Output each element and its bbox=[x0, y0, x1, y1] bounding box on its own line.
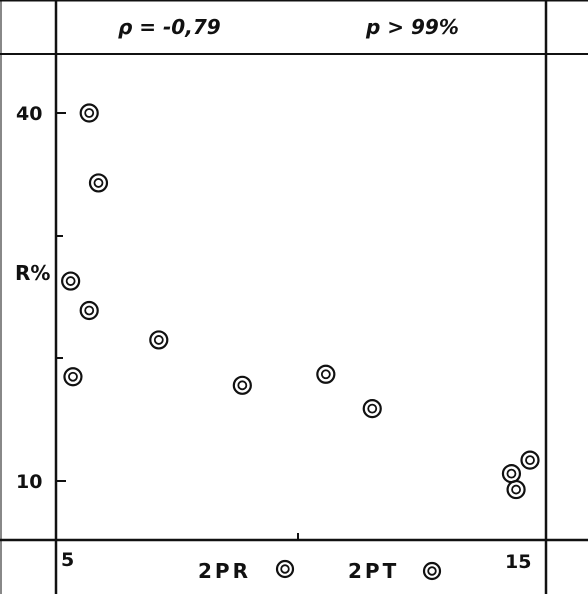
y-tick-label-10: 10 bbox=[16, 471, 42, 493]
data-point bbox=[501, 464, 522, 484]
data-point bbox=[79, 300, 99, 321]
x-axis: 5 15 bbox=[61, 533, 531, 573]
data-point bbox=[232, 375, 252, 395]
x-tick-label-15: 15 bbox=[505, 551, 531, 573]
legend-label-2pr: 2PR bbox=[198, 559, 251, 583]
x-tick-label-5: 5 bbox=[61, 549, 74, 571]
y-axis: 40 10 R% bbox=[15, 103, 66, 493]
p-annotation: p > 99% bbox=[365, 15, 459, 39]
data-point bbox=[88, 173, 109, 193]
data-point bbox=[149, 330, 169, 350]
rho-annotation: ρ = -0,79 bbox=[118, 15, 221, 39]
data-point bbox=[63, 367, 83, 387]
legend-marker-2pr bbox=[275, 559, 295, 579]
legend-label-2pt: 2PT bbox=[348, 559, 399, 583]
legend-marker-2pt bbox=[422, 561, 442, 581]
data-point bbox=[520, 450, 540, 470]
y-axis-label: R% bbox=[15, 261, 50, 285]
data-point bbox=[506, 479, 526, 500]
y-tick-label-40: 40 bbox=[16, 103, 42, 125]
data-point bbox=[362, 399, 382, 419]
data-point bbox=[61, 271, 81, 291]
data-point bbox=[79, 103, 99, 123]
data-points bbox=[61, 103, 540, 500]
data-point bbox=[316, 364, 336, 384]
legend: 2PR 2PT bbox=[198, 559, 442, 583]
